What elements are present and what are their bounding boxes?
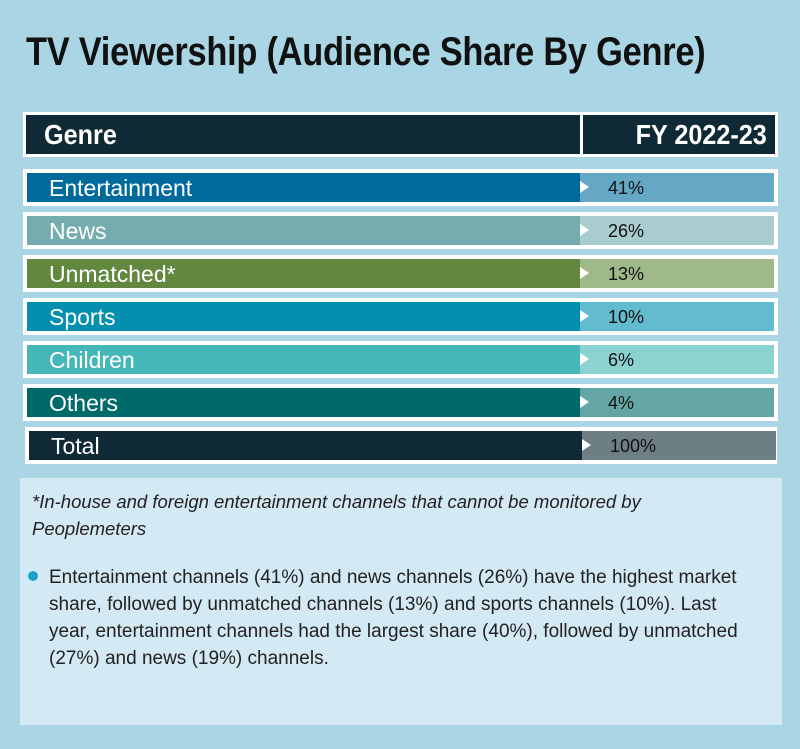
share-cell: 10% [580, 302, 774, 331]
arrow-icon [582, 439, 591, 451]
share-value: 10% [608, 307, 645, 327]
table-row: Others 4% [23, 384, 778, 421]
genre-cell: Entertainment [27, 173, 580, 202]
genre-cell: Others [27, 388, 580, 417]
arrow-icon [580, 181, 589, 193]
genre-cell: Children [27, 345, 580, 374]
table-row: Unmatched* 13% [23, 255, 778, 292]
genre-cell: Unmatched* [27, 259, 580, 288]
share-cell: 26% [580, 216, 774, 245]
bullet-text: Entertainment channels (41%) and news ch… [49, 567, 738, 669]
share-cell: 13% [580, 259, 774, 288]
share-value: 13% [608, 264, 645, 284]
genre-cell: News [27, 216, 580, 245]
header-year-label: FY 2022-23 [635, 119, 767, 150]
share-value: 4% [608, 393, 635, 413]
page-title: TV Viewership (Audience Share By Genre) [26, 30, 706, 74]
share-value: 100% [610, 436, 657, 456]
arrow-icon [580, 267, 589, 279]
table-row: Sports 10% [23, 298, 778, 335]
share-cell: 4% [580, 388, 774, 417]
arrow-icon [580, 353, 589, 365]
genre-label: Children [49, 347, 135, 373]
genre-label: Total [51, 433, 100, 459]
genre-label: Sports [49, 304, 116, 330]
genre-cell: Sports [27, 302, 580, 331]
share-cell: 6% [580, 345, 774, 374]
share-cell: 41% [580, 173, 774, 202]
bullet-icon [28, 571, 38, 581]
share-cell: 100% [582, 431, 776, 460]
table-row: Total 100% [25, 427, 777, 464]
table-row: News 26% [23, 212, 778, 249]
footnote: *In-house and foreign entertainment chan… [32, 491, 641, 539]
header-genre: Genre [26, 115, 580, 154]
genre-label: Entertainment [49, 175, 193, 201]
share-value: 41% [608, 178, 645, 198]
arrow-icon [580, 224, 589, 236]
share-value: 6% [608, 350, 635, 370]
genre-cell: Total [29, 431, 582, 460]
header-year: FY 2022-23 [583, 115, 775, 154]
genre-label: Others [49, 390, 119, 416]
genre-label: Unmatched* [49, 261, 176, 287]
arrow-icon [580, 310, 589, 322]
header-genre-label: Genre [44, 119, 117, 150]
notes-box: *In-house and foreign entertainment chan… [20, 478, 782, 725]
table-row: Children 6% [23, 341, 778, 378]
arrow-icon [580, 396, 589, 408]
table-row: Entertainment 41% [23, 169, 778, 206]
genre-label: News [49, 218, 107, 244]
table-header: Genre FY 2022-23 [23, 112, 778, 157]
share-value: 26% [608, 221, 645, 241]
